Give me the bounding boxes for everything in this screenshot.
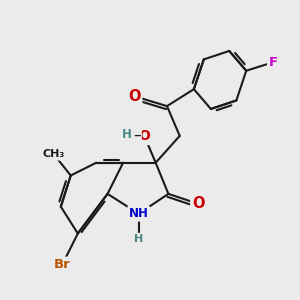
Text: O: O (138, 128, 151, 143)
Text: –: – (134, 128, 141, 143)
Text: O: O (192, 196, 204, 211)
Text: H: H (134, 234, 143, 244)
Text: NH: NH (129, 207, 148, 220)
Text: Br: Br (54, 258, 70, 271)
Text: CH₃: CH₃ (43, 149, 65, 159)
Text: H: H (122, 128, 132, 141)
Text: O: O (138, 129, 150, 143)
Text: O: O (128, 89, 141, 104)
Text: F: F (268, 56, 278, 69)
